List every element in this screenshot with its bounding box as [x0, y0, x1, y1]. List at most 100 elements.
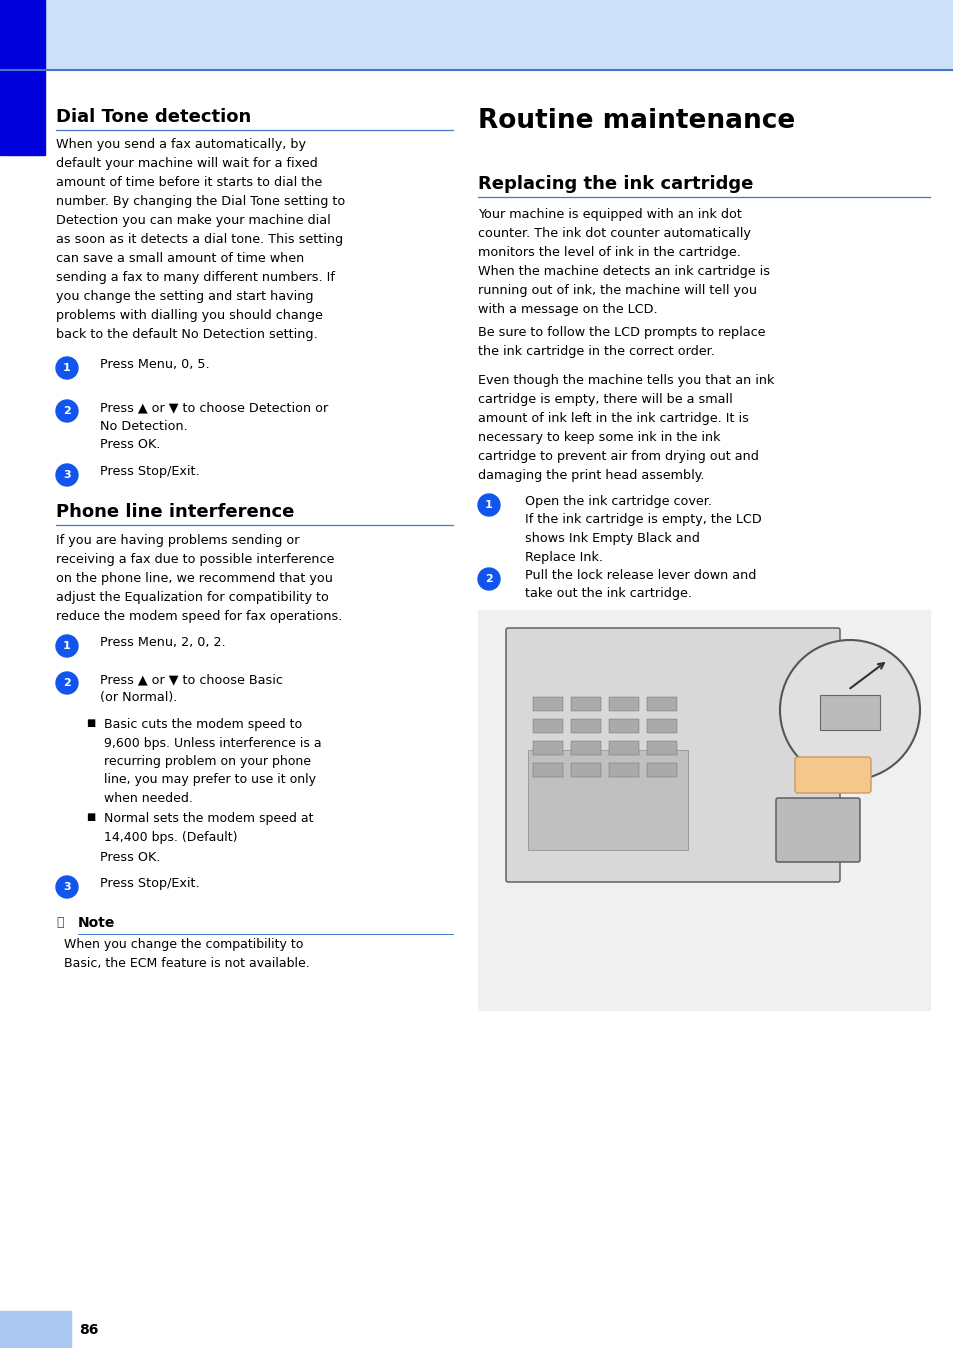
Bar — [0, 0, 953, 70]
Text: adjust the Equalization for compatibility to: adjust the Equalization for compatibilit… — [56, 590, 329, 604]
Bar — [646, 763, 677, 776]
Text: When you change the compatibility to: When you change the compatibility to — [64, 938, 303, 950]
Bar — [477, 611, 929, 1010]
Circle shape — [56, 464, 78, 487]
Text: reduce the modem speed for fax operations.: reduce the modem speed for fax operation… — [56, 611, 342, 623]
Text: on the phone line, we recommend that you: on the phone line, we recommend that you — [56, 572, 333, 585]
Text: 1: 1 — [485, 500, 493, 510]
Text: 1: 1 — [63, 363, 71, 373]
Text: When the machine detects an ink cartridge is: When the machine detects an ink cartridg… — [477, 266, 769, 278]
Circle shape — [56, 357, 78, 379]
Text: with a message on the LCD.: with a message on the LCD. — [477, 303, 657, 315]
Text: 14,400 bps. (Default): 14,400 bps. (Default) — [104, 830, 237, 844]
Text: Press OK.: Press OK. — [100, 438, 160, 452]
Text: monitors the level of ink in the cartridge.: monitors the level of ink in the cartrid… — [477, 245, 740, 259]
Text: ■: ■ — [86, 718, 95, 728]
FancyBboxPatch shape — [794, 758, 870, 793]
Text: Press OK.: Press OK. — [100, 851, 160, 864]
Text: Pull the lock release lever down and: Pull the lock release lever down and — [524, 569, 756, 582]
Text: the ink cartridge in the correct order.: the ink cartridge in the correct order. — [477, 345, 714, 359]
Text: If the ink cartridge is empty, the LCD: If the ink cartridge is empty, the LCD — [524, 514, 760, 527]
Text: you change the setting and start having: you change the setting and start having — [56, 290, 314, 303]
Bar — [0, 0, 45, 155]
Bar — [533, 718, 562, 733]
Circle shape — [477, 568, 499, 590]
Text: necessary to keep some ink in the ink: necessary to keep some ink in the ink — [477, 431, 720, 443]
Text: Detection you can make your machine dial: Detection you can make your machine dial — [56, 214, 331, 226]
Text: Phone line interference: Phone line interference — [56, 503, 294, 520]
Bar — [820, 696, 879, 731]
Text: 86: 86 — [79, 1322, 98, 1336]
Text: back to the default No Detection setting.: back to the default No Detection setting… — [56, 328, 317, 341]
Text: damaging the print head assembly.: damaging the print head assembly. — [477, 469, 703, 483]
Text: amount of time before it starts to dial the: amount of time before it starts to dial … — [56, 177, 322, 189]
Text: Note: Note — [78, 917, 115, 930]
Text: number. By changing the Dial Tone setting to: number. By changing the Dial Tone settin… — [56, 195, 345, 208]
Text: cartridge to prevent air from drying out and: cartridge to prevent air from drying out… — [477, 450, 758, 462]
Text: Press Menu, 0, 5.: Press Menu, 0, 5. — [100, 359, 210, 371]
Text: Basic, the ECM feature is not available.: Basic, the ECM feature is not available. — [64, 957, 310, 969]
Text: take out the ink cartridge.: take out the ink cartridge. — [524, 588, 691, 600]
Text: 3: 3 — [63, 470, 71, 480]
Text: Replace Ink.: Replace Ink. — [524, 550, 602, 563]
Text: Basic cuts the modem speed to: Basic cuts the modem speed to — [104, 718, 302, 731]
Text: as soon as it detects a dial tone. This setting: as soon as it detects a dial tone. This … — [56, 233, 343, 245]
Bar — [571, 741, 600, 755]
Text: (or Normal).: (or Normal). — [100, 692, 177, 705]
Text: Normal sets the modem speed at: Normal sets the modem speed at — [104, 811, 314, 825]
FancyBboxPatch shape — [775, 798, 859, 861]
Bar — [608, 718, 639, 733]
Text: shows Ink Empty Black and: shows Ink Empty Black and — [524, 532, 700, 545]
Bar — [0, 1312, 71, 1348]
Text: No Detection.: No Detection. — [100, 419, 188, 433]
Text: cartridge is empty, there will be a small: cartridge is empty, there will be a smal… — [477, 394, 732, 406]
Text: line, you may prefer to use it only: line, you may prefer to use it only — [104, 774, 315, 786]
Text: receiving a fax due to possible interference: receiving a fax due to possible interfer… — [56, 553, 334, 566]
Text: Routine maintenance: Routine maintenance — [477, 108, 795, 133]
Text: When you send a fax automatically, by: When you send a fax automatically, by — [56, 137, 306, 151]
Text: Be sure to follow the LCD prompts to replace: Be sure to follow the LCD prompts to rep… — [477, 326, 764, 338]
Text: ■: ■ — [86, 811, 95, 822]
Bar — [571, 697, 600, 710]
Bar — [608, 741, 639, 755]
Text: 9,600 bps. Unless interference is a: 9,600 bps. Unless interference is a — [104, 736, 321, 749]
Text: amount of ink left in the ink cartridge. It is: amount of ink left in the ink cartridge.… — [477, 412, 748, 425]
Text: counter. The ink dot counter automatically: counter. The ink dot counter automatical… — [477, 226, 750, 240]
Text: Your machine is equipped with an ink dot: Your machine is equipped with an ink dot — [477, 208, 741, 221]
Text: If you are having problems sending or: If you are having problems sending or — [56, 534, 299, 547]
Bar — [571, 763, 600, 776]
Text: when needed.: when needed. — [104, 793, 193, 805]
Circle shape — [56, 673, 78, 694]
Text: 2: 2 — [63, 678, 71, 687]
Bar — [527, 749, 687, 851]
Text: Press ▲ or ▼ to choose Basic: Press ▲ or ▼ to choose Basic — [100, 673, 283, 686]
Bar — [571, 718, 600, 733]
Text: Press Menu, 2, 0, 2.: Press Menu, 2, 0, 2. — [100, 636, 226, 648]
Bar — [608, 697, 639, 710]
Text: Press Stop/Exit.: Press Stop/Exit. — [100, 878, 199, 890]
Text: default your machine will wait for a fixed: default your machine will wait for a fix… — [56, 156, 317, 170]
Bar — [533, 763, 562, 776]
Text: Press ▲ or ▼ to choose Detection or: Press ▲ or ▼ to choose Detection or — [100, 400, 328, 414]
Text: 3: 3 — [63, 882, 71, 892]
Bar — [646, 718, 677, 733]
Text: Press Stop/Exit.: Press Stop/Exit. — [100, 465, 199, 479]
Text: can save a small amount of time when: can save a small amount of time when — [56, 252, 304, 266]
Text: Even though the machine tells you that an ink: Even though the machine tells you that a… — [477, 373, 774, 387]
Text: recurring problem on your phone: recurring problem on your phone — [104, 755, 311, 768]
Text: 1: 1 — [63, 642, 71, 651]
Text: 2: 2 — [63, 406, 71, 417]
Bar — [533, 741, 562, 755]
Circle shape — [56, 400, 78, 422]
Text: Replacing the ink cartridge: Replacing the ink cartridge — [477, 175, 753, 193]
Bar — [533, 697, 562, 710]
Text: sending a fax to many different numbers. If: sending a fax to many different numbers.… — [56, 271, 335, 284]
Text: Dial Tone detection: Dial Tone detection — [56, 108, 251, 125]
Text: 2: 2 — [485, 574, 493, 584]
Text: running out of ink, the machine will tell you: running out of ink, the machine will tel… — [477, 284, 757, 297]
Text: problems with dialling you should change: problems with dialling you should change — [56, 309, 322, 322]
Text: Open the ink cartridge cover.: Open the ink cartridge cover. — [524, 495, 711, 508]
Circle shape — [56, 635, 78, 656]
Circle shape — [780, 640, 919, 780]
Bar — [646, 741, 677, 755]
